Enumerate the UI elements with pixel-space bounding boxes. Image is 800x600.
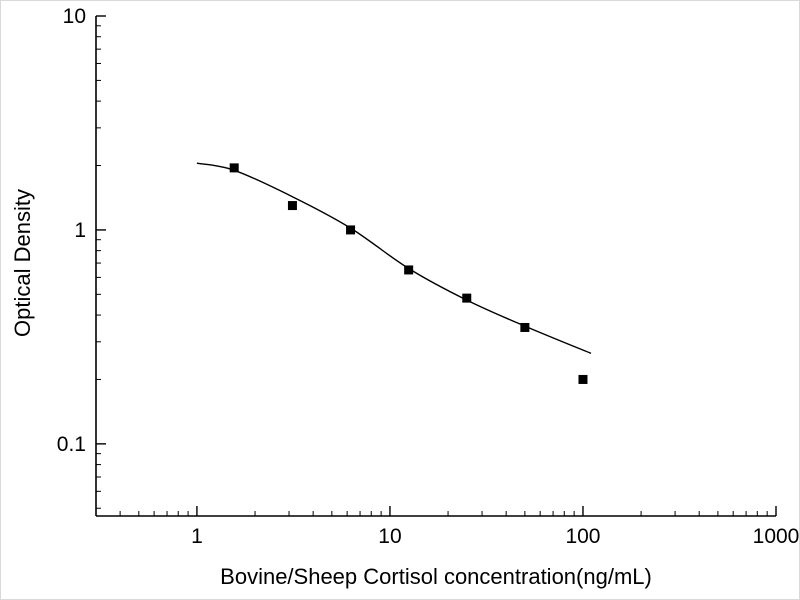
y-tick-label: 0.1 <box>57 433 86 456</box>
x-axis-title: Bovine/Sheep Cortisol concentration(ng/m… <box>220 564 652 589</box>
fit-curve-line <box>196 162 592 354</box>
data-point-marker <box>229 163 239 173</box>
data-point-marker <box>287 201 297 211</box>
x-tick-label: 1 <box>191 525 203 548</box>
x-tick-label: 10 <box>378 525 401 548</box>
data-point-marker <box>346 225 356 235</box>
y-tick-label: 10 <box>63 5 86 28</box>
x-tick-label: 100 <box>565 525 600 548</box>
y-axis-title: Optical Density <box>10 189 35 337</box>
data-point-marker <box>520 322 530 332</box>
data-point-marker <box>462 293 472 303</box>
y-tick-label: 1 <box>74 219 86 242</box>
x-tick-label: 1000 <box>753 525 800 548</box>
data-point-marker <box>578 374 588 384</box>
data-point-marker <box>404 265 414 275</box>
